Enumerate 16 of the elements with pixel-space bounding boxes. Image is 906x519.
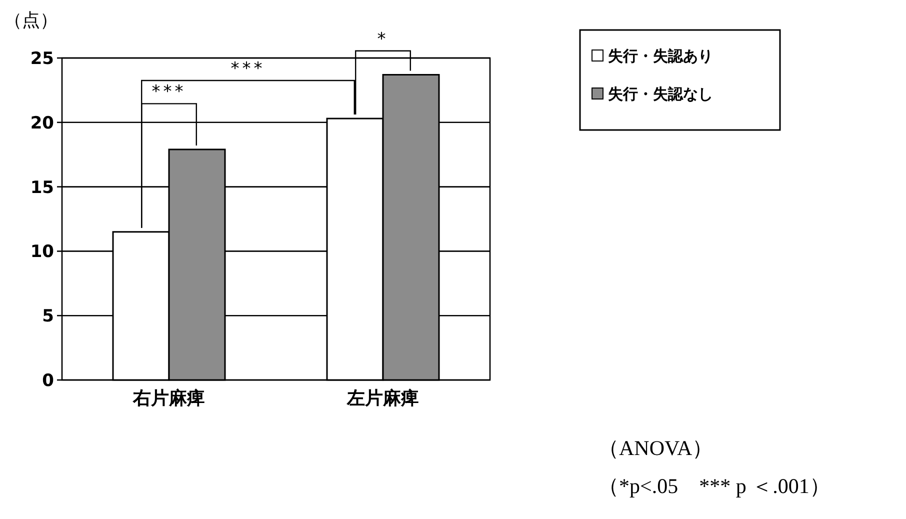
legend-label: 失行・失認あり [608,47,713,65]
legend-label: 失行・失認なし [608,85,713,103]
y-tick-label: 20 [30,113,54,134]
x-tick-label: 右片麻痺 [132,388,205,409]
y-axis-title: （点） [4,10,58,31]
annotation: *** [152,82,186,102]
y-tick-label: 15 [30,178,54,198]
text: （*p<.05 *** p ＜.001） [598,474,830,498]
y-tick-label: 25 [30,49,54,69]
text: * [377,29,389,50]
text: （ANOVA） [598,436,714,460]
x-tick-label: 左片麻痺 [346,388,419,409]
y-tick-label: 10 [30,242,54,262]
y-tick-label: 5 [42,306,54,327]
annotation: *** [230,58,266,79]
y-tick-label: 0 [42,371,54,391]
